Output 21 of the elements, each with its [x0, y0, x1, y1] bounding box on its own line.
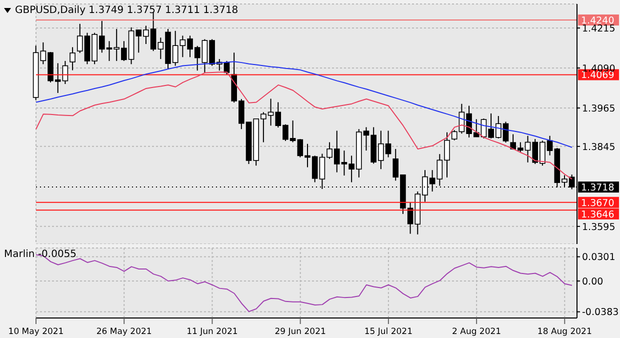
chart-title: Marlin -0.0055: [4, 249, 77, 260]
ref-line-label: 1.3646: [581, 209, 614, 220]
x-tick-label: 11 Jun 2021: [186, 327, 238, 337]
y-tick-label: 1.3595: [582, 222, 616, 233]
ref-line-label: 1.3670: [581, 198, 614, 209]
x-tick-label: 29 Jun 2021: [274, 327, 326, 337]
x-tick-label: 2 Aug 2021: [452, 327, 502, 337]
y-tick-label: 0.0301: [582, 252, 616, 264]
x-tick-label: 18 Aug 2021: [537, 327, 592, 337]
x-tick-label: 15 Jul 2021: [364, 327, 412, 337]
candlestick: [451, 130, 458, 141]
x-tick-label: 10 May 2021: [8, 327, 64, 337]
candlestick: [70, 46, 76, 71]
y-tick-label: 1.3845: [582, 142, 616, 153]
ref-line-label: 1.3718: [581, 182, 614, 194]
chart-title: GBPUSD,Daily 1.3749 1.3757 1.3711 1.3718: [15, 5, 238, 16]
y-tick-label: 0.00: [582, 276, 604, 288]
y-tick-label: 1.4215: [582, 23, 616, 34]
x-tick-label: 26 May 2021: [96, 327, 152, 337]
y-tick-label: -0.0383: [582, 307, 619, 318]
y-tick-label: 1.3965: [582, 103, 616, 114]
